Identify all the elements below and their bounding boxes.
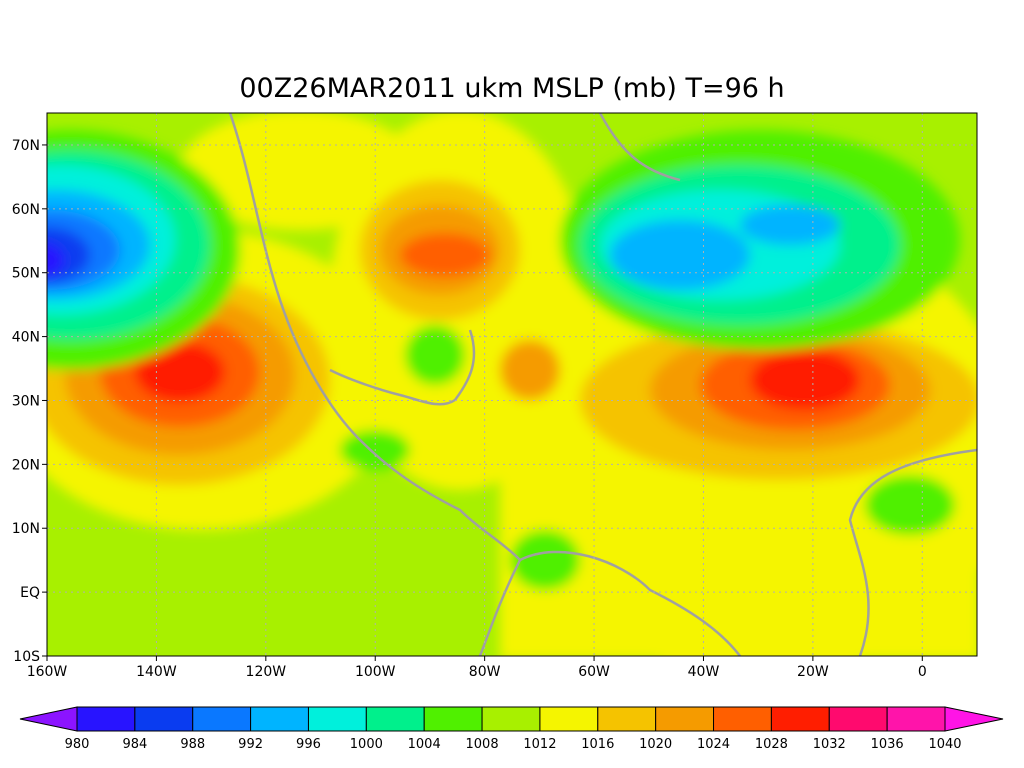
pressure-field	[47, 113, 977, 656]
colorbar-label: 1004	[408, 737, 441, 752]
colorbar-label: 1016	[581, 737, 614, 752]
y-tick-label: EQ	[20, 585, 40, 601]
colorbar-label: 1000	[350, 737, 383, 752]
y-tick-label: 10N	[12, 521, 40, 537]
colorbar-box	[597, 706, 657, 732]
x-tick-label: 160W	[27, 664, 68, 680]
y-tick-label: 50N	[12, 266, 40, 282]
colorbar-label: 980	[65, 737, 90, 752]
x-tick-label: 120W	[246, 664, 287, 680]
colorbar-label: 1024	[697, 737, 730, 752]
colorbar-under	[19, 706, 78, 732]
colorbar-label: 1032	[813, 737, 846, 752]
colorbar-box	[886, 706, 946, 732]
x-tick-label: 40W	[688, 664, 720, 680]
colorbar-label: 1008	[466, 737, 499, 752]
y-tick-label: 60N	[12, 202, 40, 218]
colorbar-label: 1040	[928, 737, 961, 752]
colorbar-box	[307, 706, 367, 732]
colorbar-label: 984	[122, 737, 147, 752]
x-tick-label: 60W	[578, 664, 610, 680]
colorbar-box	[134, 706, 194, 732]
y-tick-label: 70N	[12, 138, 40, 154]
x-tick-label: 100W	[355, 664, 396, 680]
colorbar-box	[365, 706, 425, 732]
colorbar-label: 988	[180, 737, 205, 752]
colorbar-box	[828, 706, 888, 732]
colorbar-label: 1028	[755, 737, 788, 752]
colorbar: 980 984 988 992 996 1000 1004 1008 1012 1016 1020 1…	[19, 706, 1004, 752]
colorbar-label: 1036	[871, 737, 904, 752]
axes: 160W 140W 120W 100W 80W 60W 40W 20W 0 10S EQ 10N 20N…	[12, 138, 927, 680]
colorbar-label: 1020	[639, 737, 672, 752]
coastlines	[228, 113, 977, 656]
colorbar-box	[76, 706, 136, 732]
colorbar-label: 992	[238, 737, 263, 752]
colorbar-label: 1012	[523, 737, 556, 752]
colorbar-box	[481, 706, 541, 732]
x-tick-label: 80W	[469, 664, 501, 680]
y-tick-label: 20N	[12, 457, 40, 473]
colorbar-box	[713, 706, 772, 732]
colorbar-over	[944, 706, 1004, 732]
y-tick-label: 40N	[12, 330, 40, 346]
colorbar-box	[770, 706, 830, 732]
colorbar-box	[250, 706, 309, 732]
x-tick-label: 0	[918, 664, 927, 680]
colorbar-box	[539, 706, 599, 732]
map-title: 00Z26MAR2011 ukm MSLP (mb) T=96 h	[239, 73, 784, 104]
x-tick-label: 20W	[797, 664, 829, 680]
y-tick-label: 30N	[12, 393, 40, 409]
y-tick-label: 10S	[13, 649, 40, 665]
colorbar-box	[192, 706, 252, 732]
colorbar-box	[423, 706, 483, 732]
x-tick-label: 140W	[136, 664, 177, 680]
colorbar-box	[655, 706, 715, 732]
colorbar-label: 996	[296, 737, 321, 752]
plot-frame	[46, 112, 978, 657]
